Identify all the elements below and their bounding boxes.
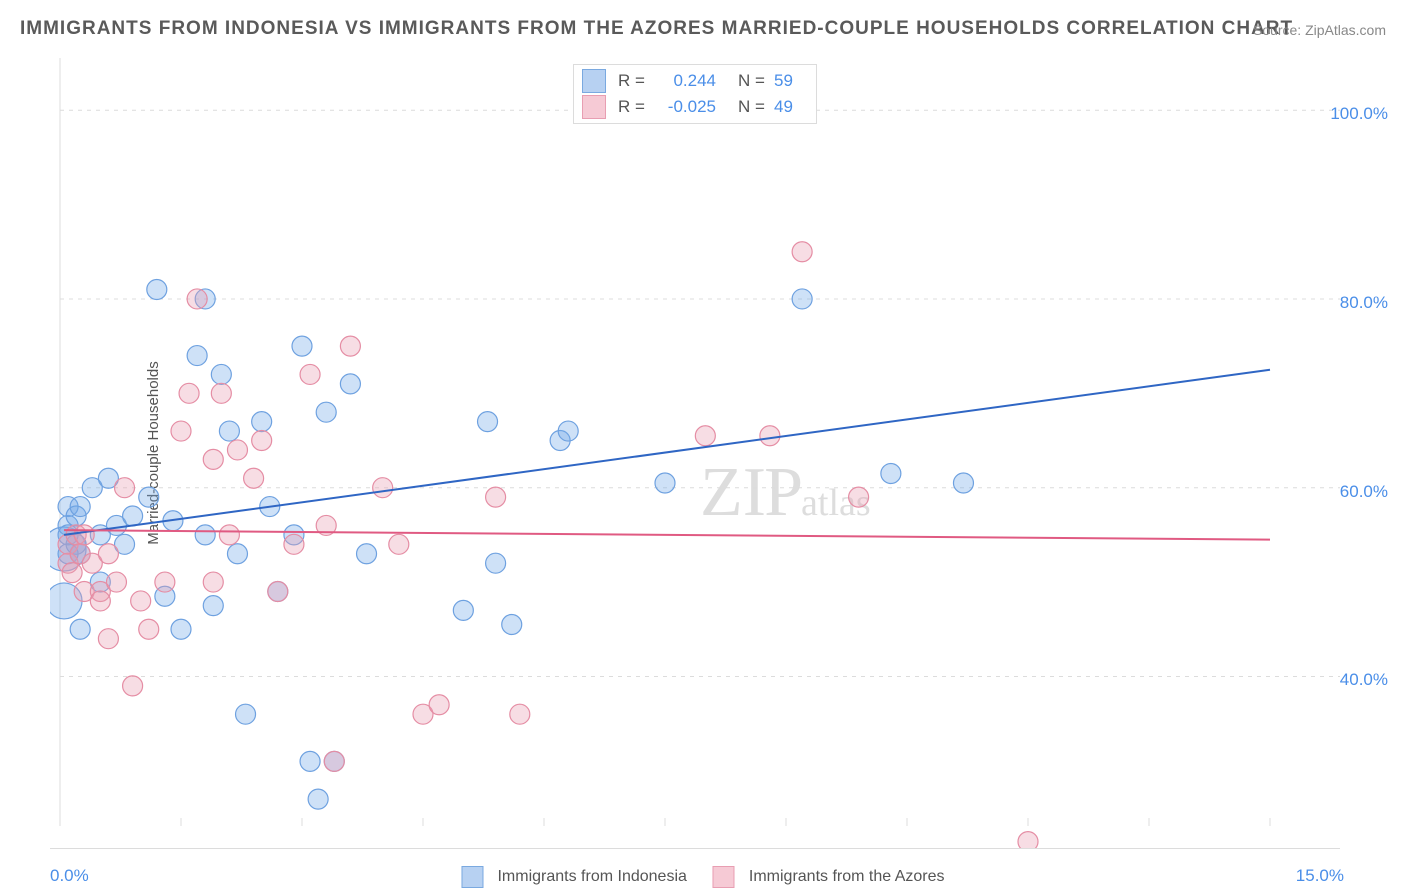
legend-stats: R = 0.244 N = 59 R = -0.025 N = 49	[573, 64, 817, 124]
legend-series: Immigrants from Indonesia Immigrants fro…	[461, 866, 944, 888]
legend-stats-row-1: R = 0.244 N = 59	[582, 69, 808, 93]
plot-svg	[50, 58, 1340, 848]
legend-item-label: Immigrants from the Azores	[749, 868, 945, 886]
swatch-icon	[713, 866, 735, 888]
plot-area: Married-couple Households ZIPatlas R = 0…	[50, 58, 1340, 849]
y-tick-label: 100.0%	[1330, 104, 1388, 124]
chart-title: IMMIGRANTS FROM INDONESIA VS IMMIGRANTS …	[20, 18, 1293, 40]
legend-item-indonesia: Immigrants from Indonesia	[461, 866, 686, 888]
y-tick-label: 80.0%	[1340, 293, 1388, 313]
y-tick-label: 60.0%	[1340, 482, 1388, 502]
x-axis-min-label: 0.0%	[50, 866, 89, 886]
x-axis-max-label: 15.0%	[1296, 866, 1344, 886]
swatch-icon	[461, 866, 483, 888]
legend-item-label: Immigrants from Indonesia	[497, 868, 686, 886]
chart-source: Source: ZipAtlas.com	[1253, 22, 1386, 38]
y-tick-label: 40.0%	[1340, 670, 1388, 690]
legend-stats-row-2: R = -0.025 N = 49	[582, 95, 808, 119]
swatch-icon	[582, 95, 606, 119]
legend-item-azores: Immigrants from the Azores	[713, 866, 945, 888]
chart-wrapper: IMMIGRANTS FROM INDONESIA VS IMMIGRANTS …	[0, 0, 1406, 892]
swatch-icon	[582, 69, 606, 93]
